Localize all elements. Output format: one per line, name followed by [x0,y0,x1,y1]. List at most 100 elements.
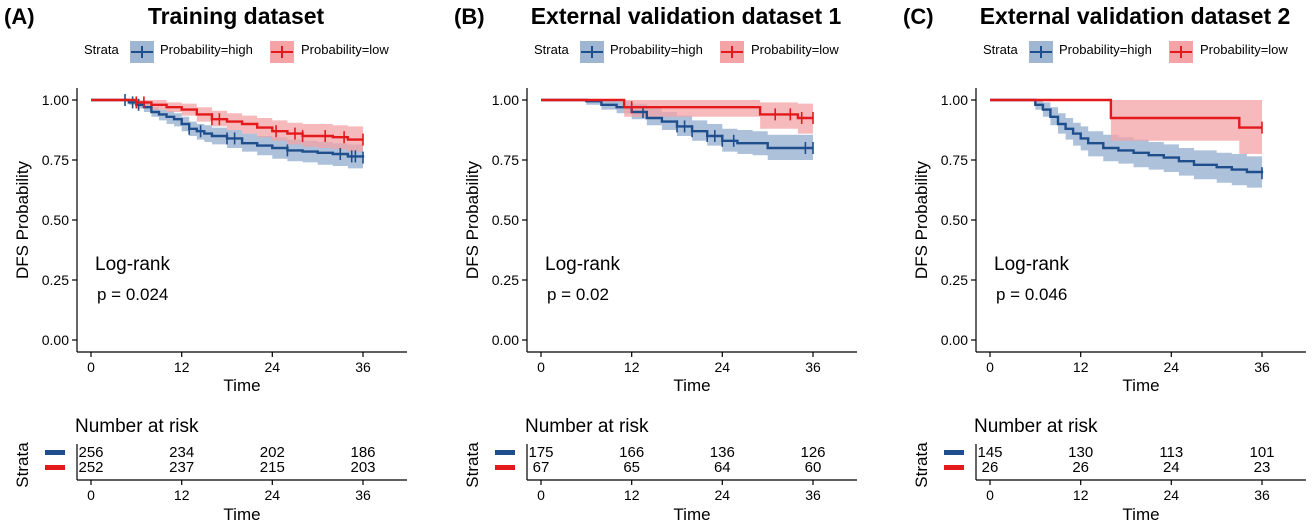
x-tick-label: 24 [715,359,731,375]
risk-strata-label: Strata [13,442,32,488]
risk-row-key-low [944,465,964,470]
risk-x-axis-title: Time [1122,505,1159,524]
risk-count-high: 234 [169,444,194,461]
risk-count-low: 237 [169,459,194,476]
logrank-label: Log-rank [994,254,1069,275]
risk-count-high: 126 [800,444,825,461]
risk-count-low: 23 [1254,459,1271,476]
risk-table-title: Number at risk [75,416,199,437]
risk-x-axis-title: Time [673,505,710,524]
legend-label-low: Probability=low [301,42,389,57]
risk-count-low: 26 [1072,459,1089,476]
survival-curve-low [541,98,813,120]
risk-count-high: 166 [619,444,644,461]
risk-count-low: 60 [805,459,822,476]
x-axis-title: Time [223,376,260,395]
y-axis-title: DFS Probability [912,160,931,279]
panel-letter: (B) [454,4,485,29]
legend-label-low: Probability=low [751,42,839,57]
y-tick-label: 0.00 [492,332,519,348]
y-tick-label: 0.50 [42,212,69,228]
legend-label-high: Probability=high [610,42,703,57]
p-value: p = 0.024 [97,285,168,304]
risk-row-key-low [45,465,65,470]
risk-row-key-high [495,450,515,455]
risk-x-tick-label: 24 [715,487,731,503]
y-tick-label: 1.00 [42,92,69,108]
ci-band-low [541,100,813,134]
risk-x-tick-label: 36 [355,487,371,503]
x-tick-label: 12 [174,359,190,375]
risk-x-tick-label: 0 [986,487,994,503]
risk-count-low: 65 [623,459,640,476]
p-value: p = 0.02 [547,285,609,304]
risk-x-tick-label: 24 [265,487,281,503]
risk-count-low: 203 [350,459,375,476]
y-axis-title: DFS Probability [13,160,32,279]
y-tick-label: 0.00 [941,332,968,348]
logrank-label: Log-rank [95,254,170,275]
legend-title: Strata [84,42,119,57]
risk-count-high: 256 [78,444,103,461]
y-tick-label: 0.75 [492,152,519,168]
legend-label-high: Probability=high [160,42,253,57]
survival-curve-low [91,98,363,141]
y-tick-label: 0.25 [42,272,69,288]
panel-letter: (A) [4,4,35,29]
risk-count-high: 136 [710,444,735,461]
risk-count-high: 113 [1159,444,1183,461]
chart-title: Training dataset [148,3,325,29]
legend-title: Strata [983,42,1018,57]
risk-strata-label: Strata [463,442,482,488]
chart-title: External validation dataset 2 [980,3,1291,29]
risk-x-tick-label: 12 [174,487,190,503]
x-axis-title: Time [1122,376,1159,395]
risk-x-tick-label: 0 [537,487,545,503]
x-tick-label: 24 [265,359,281,375]
risk-x-tick-label: 12 [624,487,640,503]
legend: Strata Probability=high Probability=low [983,41,1288,63]
risk-table: Number at risk 145 130 113 101 26 26 24 23 0 12 24 3… [912,416,1306,524]
y-tick-label: 1.00 [492,92,519,108]
risk-count-high: 175 [528,444,553,461]
risk-x-tick-label: 36 [1254,487,1270,503]
y-tick-label: 0.25 [941,272,968,288]
y-tick-label: 0.75 [42,152,69,168]
x-tick-label: 0 [537,359,545,375]
x-tick-label: 36 [1254,359,1270,375]
chart-title: External validation dataset 1 [531,3,842,29]
risk-count-low: 215 [260,459,285,476]
x-tick-label: 12 [1073,359,1089,375]
risk-table-title: Number at risk [974,416,1098,437]
risk-x-tick-label: 0 [87,487,95,503]
legend-label-high: Probability=high [1059,42,1152,57]
y-tick-label: 0.00 [42,332,69,348]
risk-row-key-low [495,465,515,470]
risk-count-high: 130 [1068,444,1093,461]
risk-count-low: 64 [714,459,731,476]
legend: Strata Probability=high Probability=low [84,41,389,63]
risk-strata-label: Strata [912,442,931,488]
x-tick-label: 36 [355,359,371,375]
x-axis-title: Time [673,376,710,395]
y-tick-label: 0.75 [941,152,968,168]
panel-letter: (C) [903,4,934,29]
risk-x-tick-label: 36 [805,487,821,503]
x-tick-label: 24 [1164,359,1180,375]
y-axis-title: DFS Probability [463,160,482,279]
ci-band-low [990,100,1262,154]
risk-count-low: 24 [1163,459,1180,476]
y-tick-label: 0.25 [492,272,519,288]
risk-count-high: 186 [350,444,375,461]
y-tick-label: 1.00 [941,92,968,108]
survival-curve-high [91,98,365,158]
survival-curve-high [990,98,1264,174]
risk-count-low: 26 [982,459,999,476]
risk-count-low: 67 [533,459,550,476]
risk-x-tick-label: 24 [1164,487,1180,503]
risk-x-tick-label: 12 [1073,487,1089,503]
legend: Strata Probability=high Probability=low [534,41,839,63]
km-panel-1: (A) Training dataset Strata Probability=hig… [4,3,407,524]
survival-curve-low [990,98,1262,129]
